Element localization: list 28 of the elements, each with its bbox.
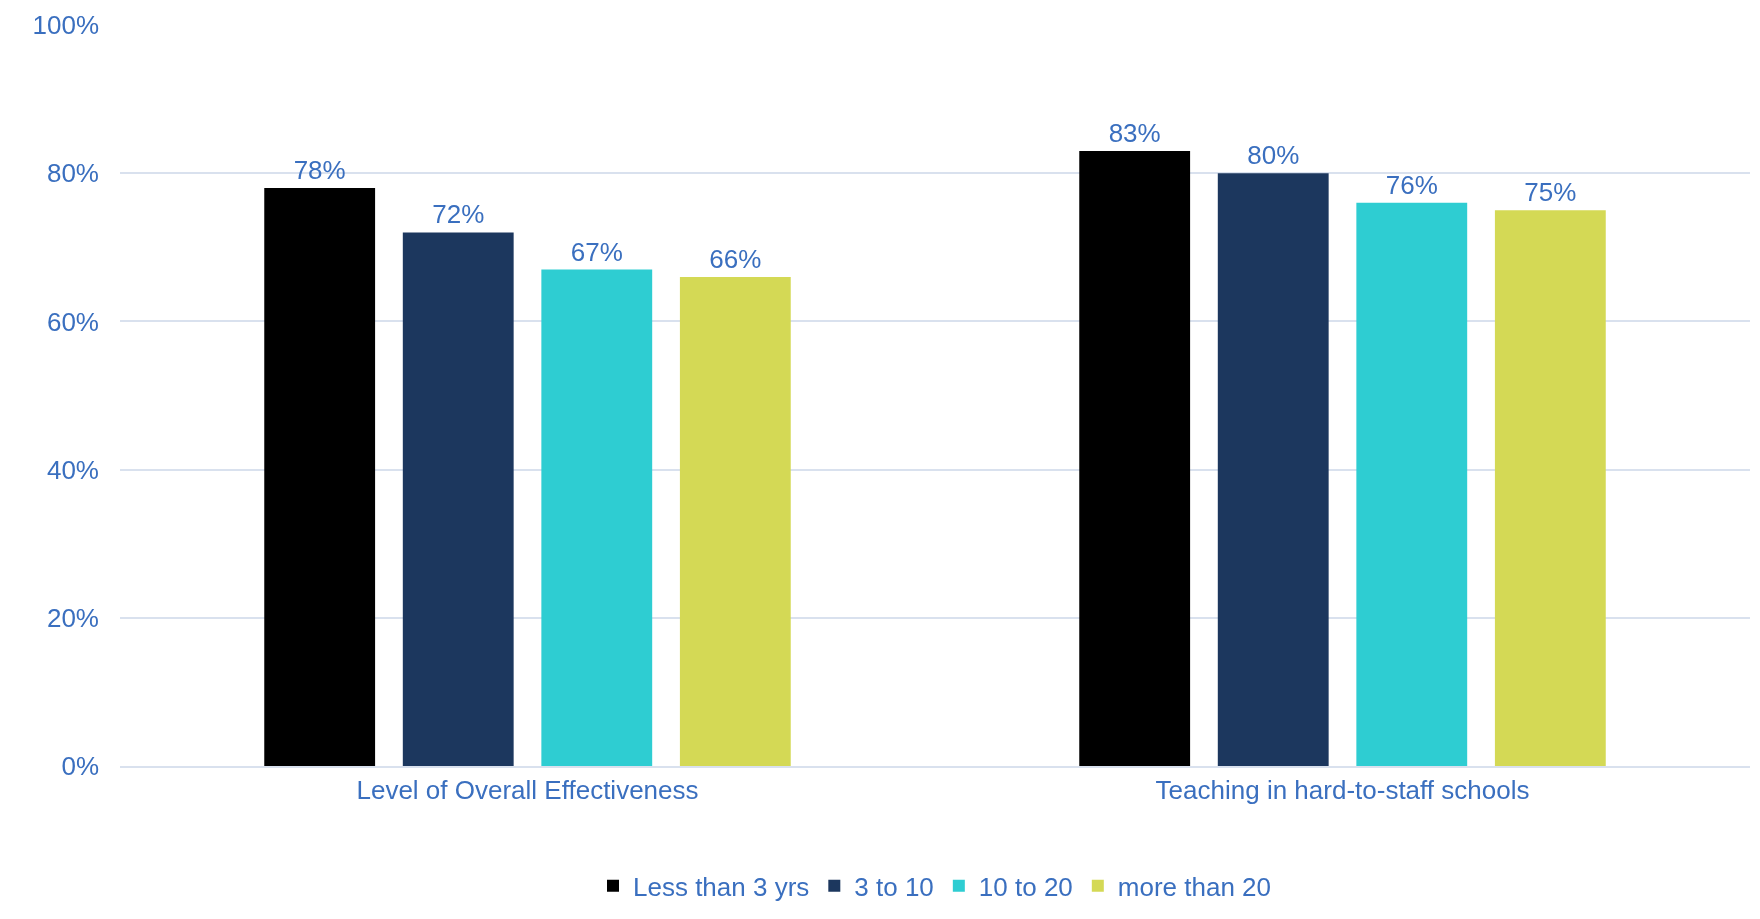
bar — [679, 276, 791, 766]
data-label: 83% — [1108, 117, 1161, 148]
data-label: 72% — [432, 199, 485, 230]
legend-label: more than 20 — [1117, 871, 1272, 902]
bar — [541, 269, 653, 766]
data-label: 66% — [709, 243, 762, 274]
data-label: 78% — [293, 155, 346, 186]
legend-label: 10 to 20 — [978, 871, 1073, 902]
y-tick-label: 80% — [46, 158, 99, 189]
x-tick-label: Teaching in hard-to-staff schools — [1155, 775, 1530, 806]
legend-label: Less than 3 yrs — [633, 871, 810, 902]
data-label: 75% — [1524, 177, 1577, 208]
bar — [402, 232, 514, 766]
y-tick-label: 20% — [46, 602, 99, 633]
y-tick-label: 60% — [46, 306, 99, 337]
bar — [264, 188, 376, 766]
data-label: 67% — [570, 236, 623, 267]
data-label: 80% — [1247, 140, 1300, 171]
data-label: 76% — [1385, 169, 1438, 200]
y-tick-label: 40% — [46, 454, 99, 485]
y-tick-label: 0% — [61, 751, 99, 782]
legend-label: 3 to 10 — [854, 871, 934, 902]
bar — [1356, 202, 1468, 766]
y-tick-label: 100% — [32, 10, 99, 41]
bar — [1494, 210, 1606, 766]
bar — [1079, 150, 1191, 766]
x-tick-label: Level of Overall Effectiveness — [356, 775, 699, 806]
bar — [1217, 173, 1329, 766]
